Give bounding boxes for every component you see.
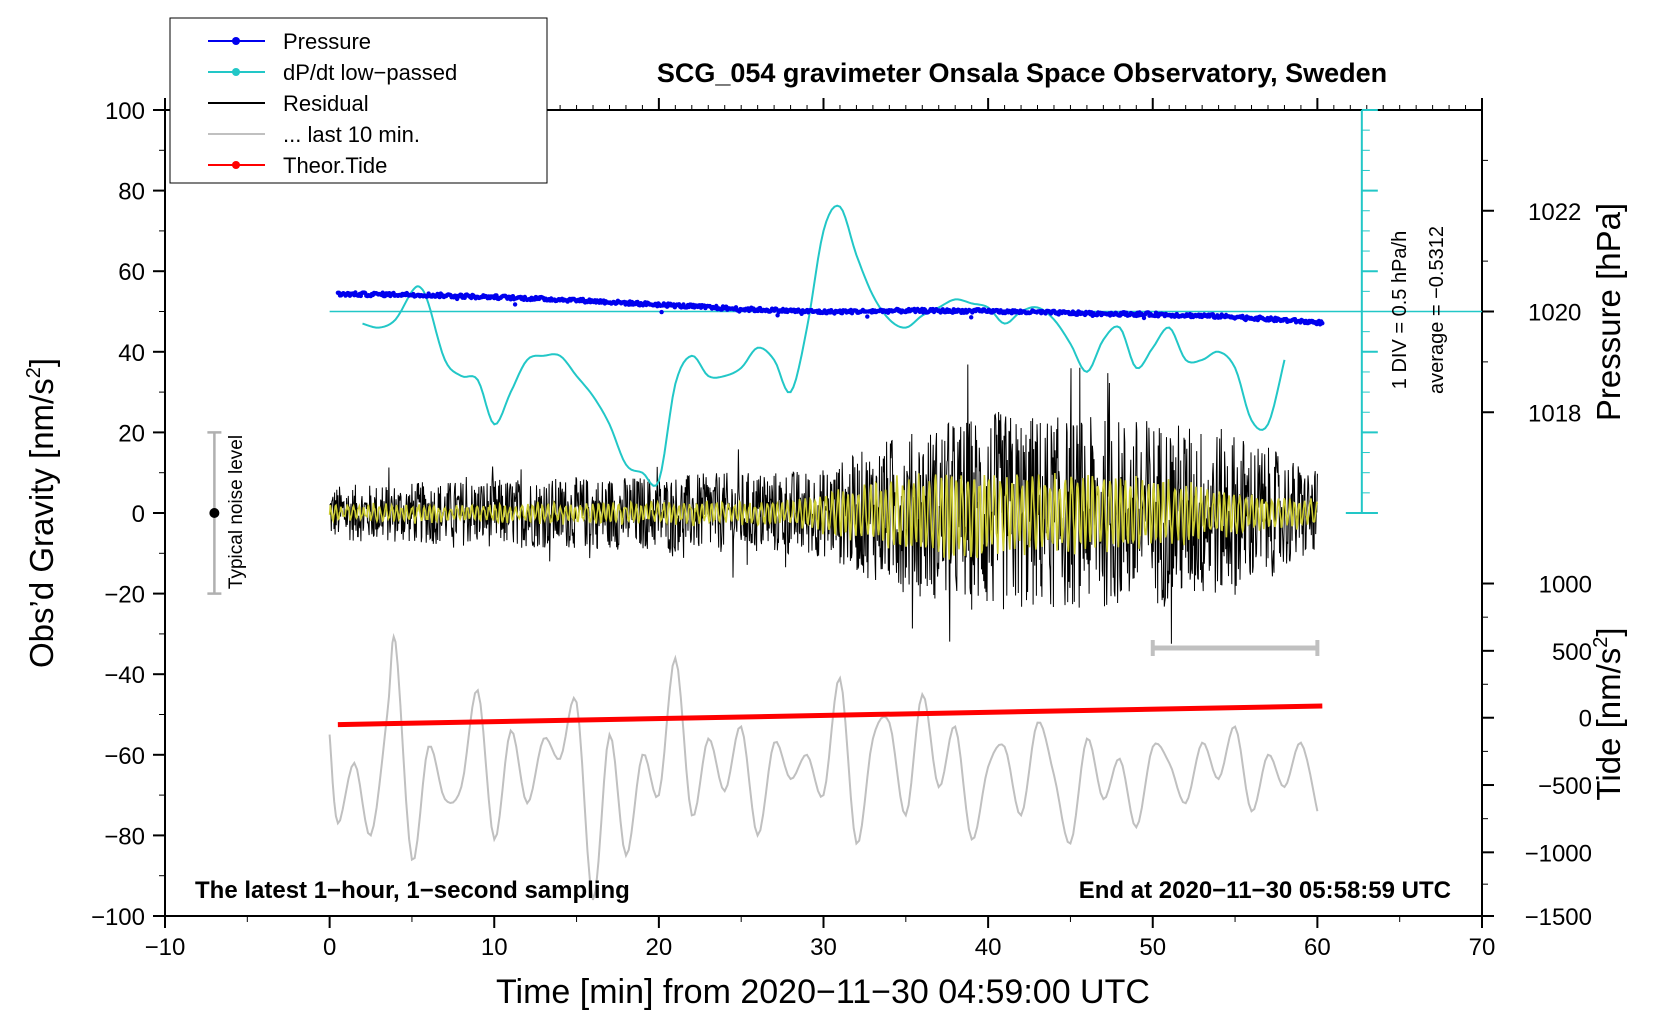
x-tick-label: 10 bbox=[481, 934, 508, 961]
sampling-note: The latest 1−hour, 1−second sampling bbox=[195, 877, 630, 904]
tide-tick-label: 0 bbox=[1579, 706, 1592, 733]
tide-tick-label: −1000 bbox=[1525, 840, 1592, 867]
tide-tick-label: 1000 bbox=[1539, 572, 1592, 599]
x-tick-label: 50 bbox=[1139, 934, 1166, 961]
pressure-tick-label: 1018 bbox=[1528, 400, 1581, 427]
tide-tick-label: −1500 bbox=[1525, 904, 1592, 931]
pressure-point bbox=[865, 314, 870, 319]
legend-swatch-marker bbox=[232, 37, 240, 45]
y-tick-label: 80 bbox=[118, 179, 145, 206]
pressure-point bbox=[494, 293, 499, 298]
pressure-point bbox=[1320, 321, 1325, 326]
y-tick-label: 60 bbox=[118, 259, 145, 286]
legend-box bbox=[169, 17, 548, 184]
pressure-point bbox=[380, 290, 385, 295]
legend-label: Theor.Tide bbox=[283, 153, 387, 178]
y-axis-label-left-text: Obs’d Gravity [nm/s bbox=[23, 378, 60, 668]
pressure-point bbox=[1141, 315, 1147, 321]
y-axis-label-tide-close: ] bbox=[1590, 627, 1627, 636]
last10-series-line bbox=[328, 632, 1319, 901]
end-time-note: End at 2020−11−30 05:58:59 UTC bbox=[1079, 877, 1451, 904]
legend-label: Residual bbox=[283, 91, 369, 116]
x-tick-label: 0 bbox=[323, 934, 336, 961]
pressure-point bbox=[659, 309, 664, 315]
pressure-point bbox=[774, 306, 779, 312]
legend-swatch-marker bbox=[232, 68, 240, 76]
legend-label: ... last 10 min. bbox=[283, 122, 420, 147]
y-tick-label: 0 bbox=[132, 501, 145, 528]
y-tick-label: 40 bbox=[118, 340, 145, 367]
y-axis-label-tide-sup: 2 bbox=[1590, 637, 1612, 648]
y-axis-label-pressure: Pressure [hPa] bbox=[1590, 203, 1627, 421]
y-tick-label: −100 bbox=[91, 904, 145, 931]
y-tick-label: −80 bbox=[104, 823, 145, 850]
pressure-tick-label: 1022 bbox=[1528, 199, 1581, 226]
legend-items: Pressure dP/dt low−passed Residual ... last… bbox=[208, 29, 457, 178]
dpdt-scale-label: 1 DIV = 0.5 hPa/h bbox=[1389, 231, 1411, 389]
y-tick-label: 100 bbox=[105, 98, 145, 125]
x-tick-label: 20 bbox=[646, 934, 673, 961]
extras-layer bbox=[207, 431, 1320, 657]
residual-lowpass-series-line bbox=[328, 472, 1319, 560]
noise-level-label: Typical noise level bbox=[226, 435, 247, 589]
y-tick-label: −60 bbox=[104, 743, 145, 770]
y-tick-label: 20 bbox=[118, 420, 145, 447]
legend: Pressure dP/dt low−passed Residual ... last… bbox=[169, 17, 548, 184]
x-tick-label: 30 bbox=[810, 934, 837, 961]
x-tick-label: −10 bbox=[145, 934, 186, 961]
average-label: average = −0.5312 bbox=[1426, 226, 1448, 394]
tide-series-line bbox=[337, 703, 1323, 728]
series-layer bbox=[328, 204, 1482, 901]
chart-title: SCG_054 gravimeter Onsala Space Observat… bbox=[657, 58, 1387, 88]
noise-bar-center bbox=[209, 508, 220, 518]
y-axis-label-left-sup: 2 bbox=[23, 367, 45, 378]
y-axis-label-left-close: ] bbox=[23, 358, 60, 367]
x-tick-label: 40 bbox=[975, 934, 1002, 961]
tide-tick-label: −500 bbox=[1538, 773, 1592, 800]
x-tick-label: 60 bbox=[1304, 934, 1331, 961]
pressure-point bbox=[512, 302, 518, 307]
pressure-point bbox=[969, 315, 974, 320]
y-axis-label-tide-text: Tide [nm/s bbox=[1590, 648, 1627, 801]
y-axis-label-tide: Tide [nm/s2] bbox=[1590, 627, 1627, 800]
y-axis-label-left: Obs’d Gravity [nm/s2] bbox=[23, 358, 60, 668]
pressure-tick-label: 1020 bbox=[1528, 300, 1581, 327]
y-tick-label: −20 bbox=[104, 582, 145, 609]
legend-swatch-marker bbox=[232, 161, 240, 169]
tide-tick-label: 500 bbox=[1552, 639, 1592, 666]
y-tick-label: −40 bbox=[104, 662, 145, 689]
legend-label: dP/dt low−passed bbox=[283, 60, 457, 85]
legend-label: Pressure bbox=[283, 29, 371, 54]
dpdt-series-line bbox=[362, 204, 1286, 487]
axis-ticks: −10 0 10 20 30 40 50 60 70100806040200−20−40−60−… bbox=[91, 98, 1495, 961]
x-tick-label: 70 bbox=[1469, 934, 1496, 961]
right-axes: 1022 1020 1018 1000 500 0 −500 −1000 −1500 bbox=[1482, 159, 1592, 931]
x-axis-label: Time [min] from 2020−11−30 04:59:00 UTC bbox=[496, 973, 1150, 1011]
